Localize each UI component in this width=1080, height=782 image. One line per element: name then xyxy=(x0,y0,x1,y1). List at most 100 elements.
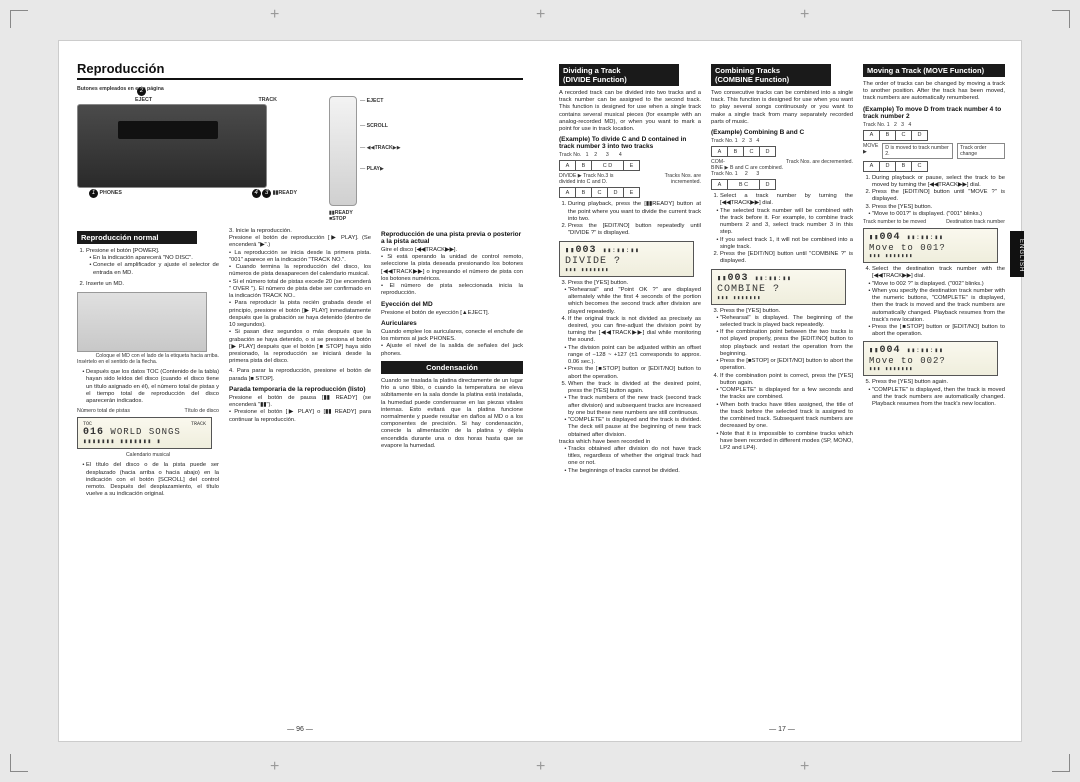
n: If you select track 1, it will not be co… xyxy=(720,237,853,251)
h1: Combining Tracks xyxy=(715,66,780,75)
c: 4 xyxy=(619,152,622,158)
lcd-display-world: TOCTRACK 016 WORLD SONGS ▮▮▮▮▮▮▮ ▮▮▮▮▮▮▮… xyxy=(77,417,212,449)
n: Track Nos. are decremented. xyxy=(786,159,853,171)
cell: B xyxy=(728,147,744,157)
combine-table-before: A B C D xyxy=(711,146,776,157)
divide-notes: "Rehearsal" and "Point OK ?" are display… xyxy=(559,287,701,316)
n: Press the [■STOP] button or [EDIT/NO] bu… xyxy=(568,366,701,380)
crop-mark xyxy=(1052,754,1070,772)
combine-intro: Two consecutive tracks can be combined i… xyxy=(711,90,853,126)
cell: D xyxy=(608,188,624,198)
move-head: Moving a Track (MOVE Function) xyxy=(863,64,1005,77)
move-mid: Select the destination track number with… xyxy=(863,266,1005,280)
divide-intro: A recorded track can be divided into two… xyxy=(559,90,701,133)
n: tracks which have been recorded in xyxy=(559,439,701,446)
callout-track: TRACK xyxy=(258,97,277,103)
divide-s5: When the track is divided at the desired… xyxy=(559,381,701,395)
n: If the combination point between the two… xyxy=(720,329,853,358)
lbl: Destination track number xyxy=(946,219,1005,225)
page-right: ENGLISH Dividing a Track (DIVIDE Functio… xyxy=(541,41,1023,741)
replay-head: Reproducción de una pista previa o poste… xyxy=(381,231,523,245)
callout-phones: PHONES xyxy=(99,190,121,196)
combine-pn: "Rehearsal" is displayed. The beginning … xyxy=(711,315,853,373)
n: The selected track number will be combin… xyxy=(720,208,853,237)
n: Tracks obtained after division do not ha… xyxy=(568,446,701,468)
page-number-right: — 17 — xyxy=(769,726,795,733)
lcd-move1: ▮▮004 ▮▮:▮▮:▮▮ Move to 001? ▮▮▮ ▮▮▮▮▮▮▮ xyxy=(863,228,998,263)
replay-body: Gire el disco [◀◀TRACK▶▶]. • Si está ope… xyxy=(381,247,523,298)
s: Press the [YES] button again. xyxy=(872,379,1005,386)
lcd-calendar: ▮▮▮▮▮▮▮ ▮▮▮▮▮▮▮ ▮ xyxy=(83,438,206,445)
divide-notes3: The track numbers of the new track (seco… xyxy=(559,395,701,438)
lcd-main: Move to 001? xyxy=(869,243,946,253)
n: "COMPLETE" is displayed, then the track … xyxy=(872,387,1005,409)
n: When both tracks have titles assigned, t… xyxy=(720,402,853,431)
s: Press the [EDIT/NO] button until "MOVE ?… xyxy=(872,189,1005,203)
lbl: Track number to be moved xyxy=(863,219,926,225)
step: Presione el botón [POWER]. xyxy=(86,248,159,254)
lcd-num: 003 xyxy=(575,245,596,256)
steps-normal-a: Presione el botón [POWER]. En la indicac… xyxy=(77,248,219,288)
phones-head: Auriculares xyxy=(381,320,523,327)
n: "COMPLETE" is displayed and the track is… xyxy=(568,417,701,439)
left-col-3: Reproducción de una pista previa o poste… xyxy=(381,228,523,499)
divide-notes2: The division point can be adjusted withi… xyxy=(559,345,701,381)
lcd-num: 016 xyxy=(83,427,104,438)
divide-s4: If the original track is not divided as … xyxy=(559,316,701,345)
crop-mark xyxy=(10,754,28,772)
lcd-main: WORLD SONGS xyxy=(110,427,180,437)
s: Press the [EDIT/NO] button until "COMBIN… xyxy=(720,251,853,265)
sect-head-normal: Reproducción normal xyxy=(77,231,197,244)
col-combine: Combining Tracks (COMBINE Function) Two … xyxy=(711,61,853,475)
c: 1 xyxy=(586,152,589,158)
remote-illustration xyxy=(329,96,357,206)
tbl-lbl: Track No. xyxy=(559,152,581,158)
cell: A xyxy=(712,180,728,190)
cell: B xyxy=(576,161,592,171)
pause-body: Presione el botón de pausa [▮▮ READY] (s… xyxy=(229,395,371,424)
cell: A xyxy=(560,188,576,198)
lcd-move2: ▮▮004 ▮▮:▮▮:▮▮ Move to 002? ▮▮▮ ▮▮▮▮▮▮▮ xyxy=(863,341,998,376)
col-move: Moving a Track (MOVE Function) The order… xyxy=(863,61,1005,475)
crop-mark xyxy=(10,10,28,28)
cell: A xyxy=(864,161,880,171)
cell: D xyxy=(760,147,776,157)
cond-head: Condensación xyxy=(381,361,523,374)
page-title: Reproducción xyxy=(77,61,523,80)
cell: C D xyxy=(592,161,624,171)
register-mark: + xyxy=(536,758,545,776)
lcd-divide: ▮▮003 ▮▮:▮▮:▮▮ DIVIDE ? ▮▮▮ ▮▮▮▮▮▮▮ xyxy=(559,241,694,277)
note: Tracks Nos. are incremented. xyxy=(644,173,701,185)
n: The beginnings of tracks cannot be divid… xyxy=(568,468,701,475)
callout-ready: READY xyxy=(278,190,297,196)
cell: A xyxy=(712,147,728,157)
cell: B C xyxy=(728,180,760,190)
crop-mark xyxy=(1052,10,1070,28)
divide-steps: During playback, press the [▮▮READY] but… xyxy=(559,201,701,237)
n: The track numbers of the new track (seco… xyxy=(568,395,701,417)
move-pn: "COMPLETE" is displayed, then the track … xyxy=(863,387,1005,409)
divide-table-after: A B C D E xyxy=(559,187,640,198)
cond-body: Cuando se traslada la platina directamen… xyxy=(381,378,523,450)
rc-play: PLAY xyxy=(367,166,380,172)
divide-head: Dividing a Track (DIVIDE Function) xyxy=(559,64,679,86)
rc-scroll: SCROLL xyxy=(367,123,388,129)
register-mark: + xyxy=(800,758,809,776)
cell: E xyxy=(624,188,640,198)
rc-track: TRACK xyxy=(375,145,393,151)
scroll-note: El título del disco o de la pista puede … xyxy=(77,462,219,498)
c: 3 xyxy=(606,152,609,158)
cell: C xyxy=(592,188,608,198)
lcd-main: COMBINE ? xyxy=(717,284,780,295)
register-mark: + xyxy=(270,6,279,24)
page-spread: Reproducción Butones empleados en esta p… xyxy=(58,40,1022,742)
step-3-body: Inicie la reproducción. Presione el botó… xyxy=(229,228,371,364)
divide-post-steps: Press the [YES] button. xyxy=(559,280,701,287)
col-divide: Dividing a Track (DIVIDE Function) A rec… xyxy=(559,61,701,475)
cell: D xyxy=(880,161,896,171)
s: Select a track number by turning the [◀◀… xyxy=(720,193,853,207)
device-illustration xyxy=(77,104,267,188)
combine-s4: If the combination point is correct, pre… xyxy=(711,373,853,387)
n: "Move to 001?" is displayed. ("001" blin… xyxy=(872,211,1005,218)
lcd-main: Move to 002? xyxy=(869,356,946,366)
